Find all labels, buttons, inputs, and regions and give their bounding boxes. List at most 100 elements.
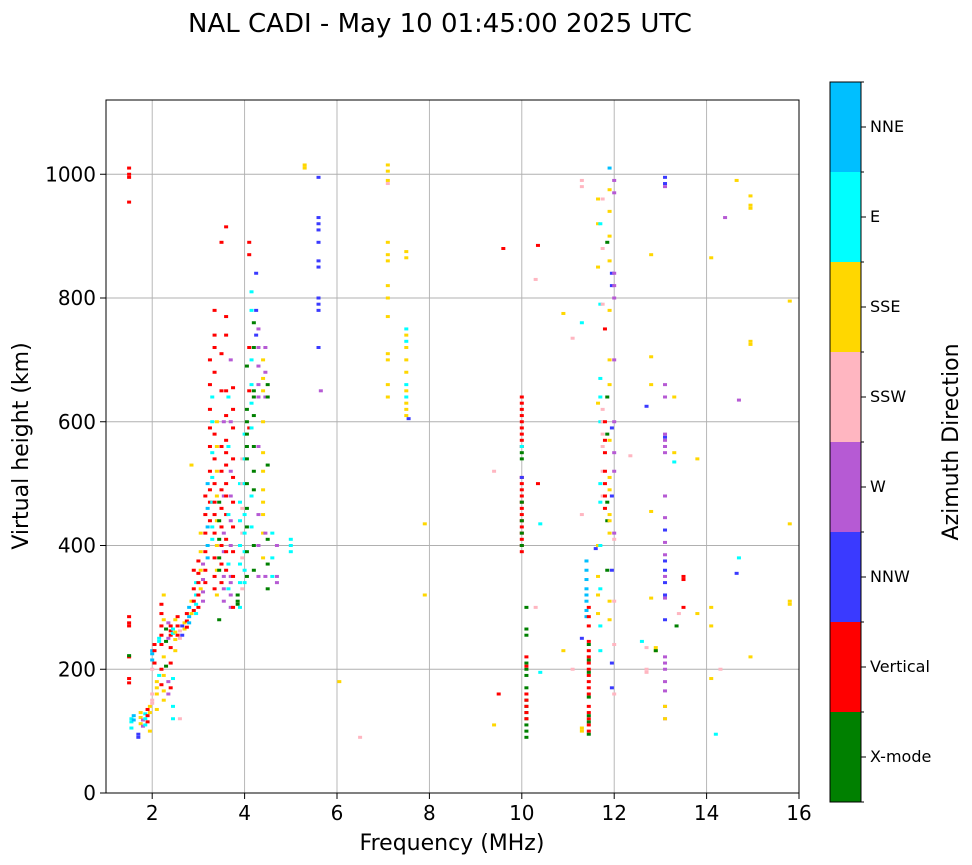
echo-mark-x-mode (217, 568, 222, 572)
echo-mark-vertical (519, 550, 524, 554)
echo-mark-x-mode (524, 661, 529, 665)
echo-mark-sse (663, 704, 668, 708)
echo-mark-sse (672, 451, 677, 455)
echo-mark-vertical (168, 629, 173, 633)
echo-mark-vertical (519, 506, 524, 510)
echo-mark-x-mode (605, 500, 610, 504)
echo-mark-vertical (219, 488, 224, 492)
echo-mark-x-mode (265, 562, 270, 566)
echo-mark-w (221, 531, 226, 535)
echo-mark-sse (385, 296, 390, 300)
echo-mark-x-mode (265, 463, 270, 467)
echo-mark-e (226, 562, 231, 566)
x-tick-label: 6 (331, 801, 344, 825)
echo-mark-w (612, 296, 617, 300)
echo-mark-sse (672, 395, 677, 399)
echo-mark-x-mode (265, 537, 270, 541)
echo-mark-e (242, 513, 247, 517)
echo-mark-sse (154, 686, 159, 690)
echo-mark-ssw (612, 599, 617, 603)
echo-mark-ssw (600, 445, 605, 448)
echo-mark-x-mode (524, 633, 529, 637)
echo-mark-x-mode (653, 649, 658, 653)
echo-mark-vertical (168, 661, 173, 665)
echo-mark-x-mode (605, 395, 610, 399)
echo-mark-ssw (533, 277, 538, 281)
echo-mark-e (210, 500, 215, 504)
x-tick-label: 8 (423, 801, 436, 825)
echo-mark-vertical (231, 550, 236, 554)
echo-mark-nne (131, 718, 136, 722)
colorbar-swatch-w (830, 442, 861, 532)
echo-mark-w (612, 178, 617, 182)
echo-mark-ssw (240, 556, 245, 560)
echo-mark-ssw (177, 636, 182, 640)
echo-mark-nne (584, 587, 589, 591)
echo-mark-x-mode (251, 469, 256, 473)
echo-mark-vertical (212, 333, 217, 337)
echo-mark-vertical (212, 457, 217, 461)
echo-mark-ssw (177, 717, 182, 721)
echo-mark-nnw (663, 593, 668, 597)
echo-mark-x-mode (519, 519, 524, 523)
echo-mark-vertical (519, 401, 524, 405)
echo-mark-vertical (207, 426, 212, 430)
echo-mark-sse (607, 599, 612, 603)
echo-mark-x-mode (586, 732, 591, 736)
echo-mark-vertical (586, 704, 591, 708)
echo-mark-vertical (224, 225, 229, 229)
echo-mark-vertical (602, 506, 607, 510)
echo-mark-sse (147, 729, 152, 733)
echo-mark-ssw (628, 454, 633, 458)
echo-mark-vertical (247, 426, 252, 430)
echo-mark-sse (214, 494, 219, 498)
echo-mark-vertical (207, 383, 212, 387)
echo-mark-e (237, 605, 242, 609)
echo-mark-vertical (519, 525, 524, 529)
echo-mark-nnw (663, 581, 668, 585)
echo-mark-sse (607, 358, 612, 362)
echo-mark-nnw (609, 661, 614, 665)
echo-mark-sse (385, 383, 390, 387)
echo-mark-vertical (586, 605, 591, 609)
echo-mark-sse (748, 206, 753, 210)
echo-mark-x-mode (244, 525, 249, 529)
echo-mark-e (270, 531, 275, 535)
echo-mark-sse (214, 544, 219, 547)
echo-mark-e (194, 612, 199, 616)
echo-mark-sse (709, 256, 714, 260)
echo-mark-vertical (224, 482, 229, 486)
echo-mark-vertical (586, 649, 591, 653)
echo-mark-sse (198, 568, 203, 572)
echo-mark-sse (385, 178, 390, 182)
echo-mark-nne (187, 605, 192, 609)
echo-mark-sse (147, 704, 152, 708)
echo-mark-w (612, 191, 617, 195)
echo-mark-vertical (219, 525, 224, 529)
echo-mark-sse (198, 587, 203, 591)
echo-mark-e (249, 426, 254, 430)
echo-mark-sse (404, 401, 409, 405)
echo-mark-x-mode (586, 643, 591, 646)
echo-mark-nne (205, 556, 210, 560)
echo-mark-ssw (644, 646, 649, 650)
echo-mark-vertical (159, 667, 164, 671)
echo-mark-nne (187, 615, 192, 619)
echo-mark-sse (182, 627, 187, 631)
echo-mark-e (598, 624, 603, 628)
echo-mark-sse (607, 438, 612, 442)
echo-mark-e (713, 732, 718, 736)
echo-mark-vertical (224, 463, 229, 467)
echo-mark-e (242, 550, 247, 554)
echo-mark-w (166, 692, 171, 696)
echo-mark-w (274, 581, 279, 585)
echo-mark-vertical (231, 525, 236, 529)
echo-mark-vertical (219, 562, 224, 566)
echo-mark-vertical (519, 420, 524, 424)
echo-mark-sse (787, 599, 792, 603)
echo-mark-sse (154, 692, 159, 696)
y-tick-label: 600 (58, 410, 96, 434)
echo-mark-sse (161, 689, 166, 693)
echo-mark-e (598, 222, 603, 226)
echo-mark-e (157, 673, 162, 677)
